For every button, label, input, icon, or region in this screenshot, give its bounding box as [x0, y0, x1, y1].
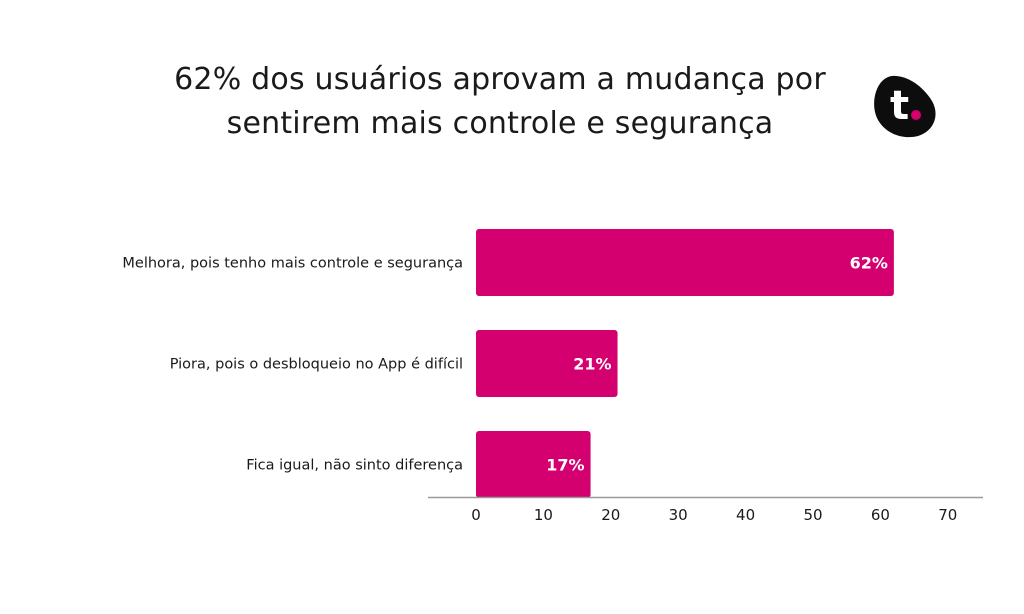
- chart-title-line-1: 62% dos usuários aprovam a mudança por: [174, 62, 826, 97]
- brand-logo: t: [874, 75, 936, 138]
- x-tick-label: 20: [601, 506, 620, 524]
- logo-letter: t: [890, 83, 909, 129]
- bar: [476, 330, 618, 397]
- data-label: 21%: [573, 355, 611, 374]
- x-tick-label: 40: [736, 506, 755, 524]
- chart-title: 62% dos usuários aprovam a mudança por s…: [100, 58, 900, 146]
- x-tick-label: 60: [871, 506, 890, 524]
- logo-dot: [911, 110, 921, 120]
- category-label: Fica igual, não sinto diferença: [246, 458, 463, 474]
- bar: [476, 229, 894, 296]
- chart-title-line-2: sentirem mais controle e segurança: [226, 106, 774, 141]
- category-label: Piora, pois o desbloqueio no App é difíc…: [170, 357, 463, 373]
- data-label: 62%: [850, 254, 888, 273]
- x-tick-label: 30: [669, 506, 688, 524]
- category-label: Melhora, pois tenho mais controle e segu…: [122, 256, 463, 272]
- data-label: 17%: [546, 456, 584, 475]
- x-tick-label: 0: [471, 506, 481, 524]
- x-tick-label: 70: [938, 506, 957, 524]
- bar: [476, 431, 591, 498]
- x-tick-label: 50: [803, 506, 822, 524]
- x-tick-label: 10: [534, 506, 553, 524]
- logo-badge-shape: [874, 75, 936, 138]
